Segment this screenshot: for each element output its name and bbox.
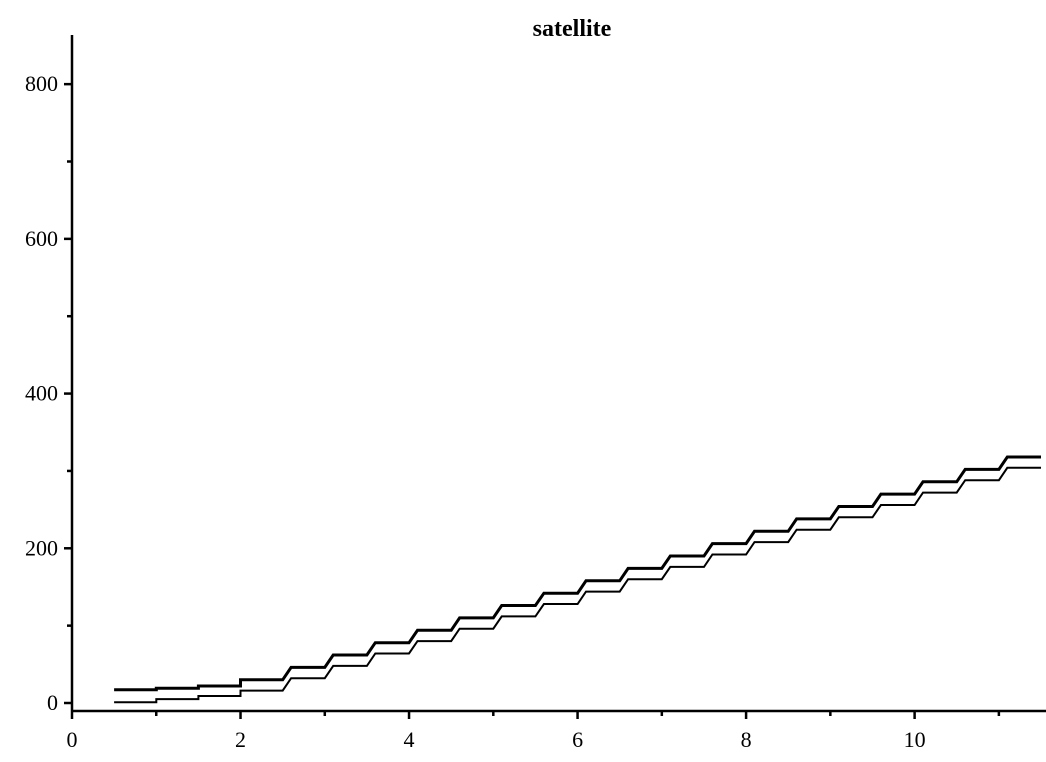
x-tick-label: 2 bbox=[235, 727, 246, 752]
x-axis-ticks: 0 2 4 6 8 10 bbox=[67, 711, 1001, 752]
x-tick-label: 8 bbox=[741, 727, 752, 752]
y-axis-ticks: 0 200 400 600 800 bbox=[25, 71, 72, 715]
series-line-1 bbox=[114, 455, 1041, 692]
series-layer bbox=[114, 455, 1041, 704]
chart-title: satellite bbox=[533, 16, 612, 42]
x-tick-label: 4 bbox=[404, 727, 415, 752]
y-tick-label: 800 bbox=[25, 71, 58, 96]
y-tick-label: 200 bbox=[25, 535, 58, 560]
x-tick-label: 10 bbox=[904, 727, 926, 752]
x-tick-label: 6 bbox=[572, 727, 583, 752]
x-tick-label: 0 bbox=[67, 727, 78, 752]
y-tick-label: 600 bbox=[25, 226, 58, 251]
y-tick-label: 0 bbox=[47, 690, 58, 715]
y-tick-label: 400 bbox=[25, 381, 58, 406]
series-line-2 bbox=[114, 466, 1041, 704]
